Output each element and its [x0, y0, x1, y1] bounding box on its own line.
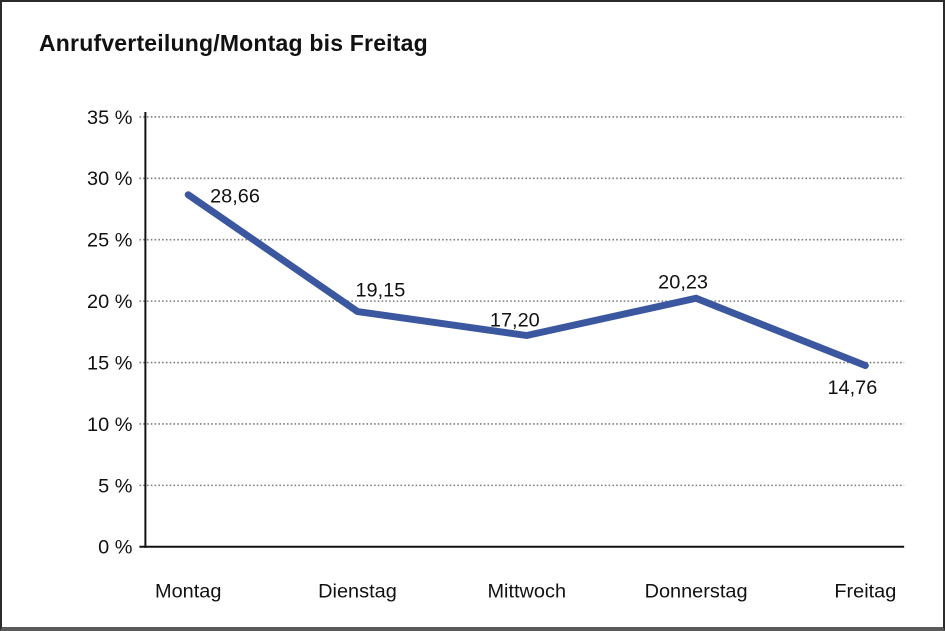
y-tick-label: 10 %	[87, 414, 132, 436]
x-category-label: Dienstag	[318, 580, 397, 602]
y-tick-label: 25 %	[87, 230, 132, 252]
x-category-label: Donnerstag	[645, 580, 748, 602]
data-point-label: 19,15	[355, 280, 405, 302]
data-point-label: 14,76	[827, 377, 877, 399]
data-series-line	[184, 191, 869, 369]
y-tick-label: 35 %	[87, 107, 132, 129]
y-tick-label: 5 %	[98, 475, 132, 497]
data-point-label: 20,23	[658, 271, 708, 293]
y-tick-label: 0 %	[98, 537, 132, 559]
x-category-label: Mittwoch	[487, 580, 566, 602]
y-tick-label: 30 %	[87, 168, 132, 190]
x-category-label: Montag	[155, 580, 221, 602]
x-category-label: Freitag	[834, 580, 896, 602]
y-tick-label: 20 %	[87, 291, 132, 313]
data-point-label: 17,20	[490, 310, 540, 332]
y-tick-label: 15 %	[87, 353, 132, 375]
chart-title: Anrufverteilung/Montag bis Freitag	[39, 30, 428, 56]
data-point-label: 28,66	[210, 186, 260, 208]
